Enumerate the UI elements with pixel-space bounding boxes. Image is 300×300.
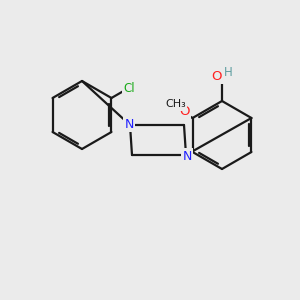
Text: N: N [124,118,134,130]
Text: O: O [179,105,189,118]
Text: Cl: Cl [123,82,135,94]
Text: O: O [212,70,222,83]
Text: CH₃: CH₃ [165,99,186,110]
Text: N: N [182,149,192,163]
Text: H: H [224,67,232,80]
